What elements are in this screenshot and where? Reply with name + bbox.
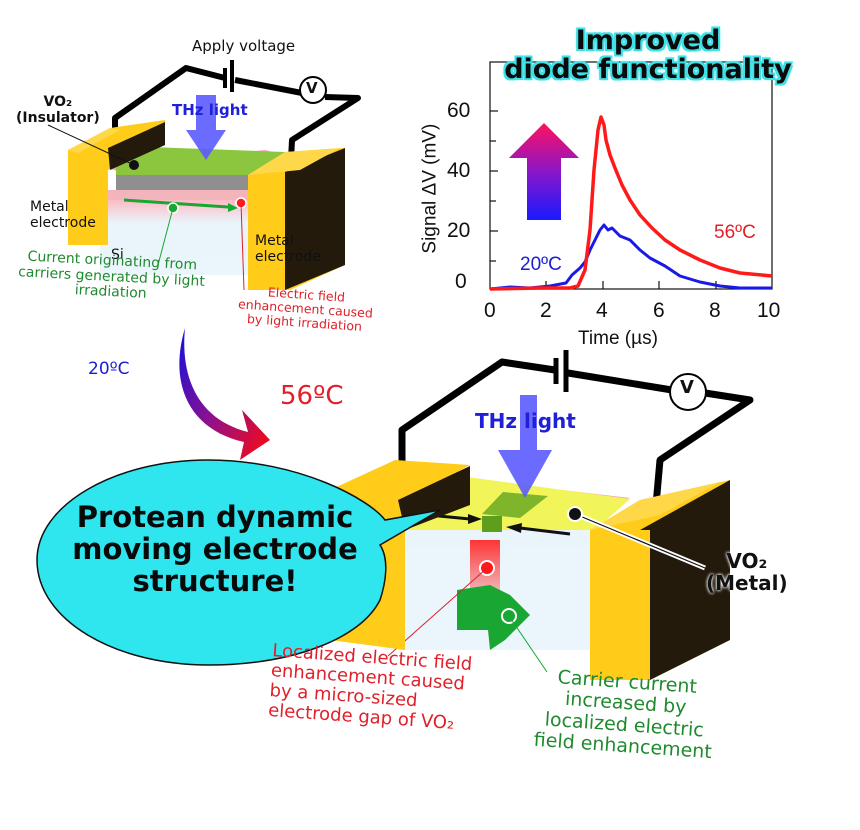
x-tick-10: 10	[757, 299, 781, 322]
x-tick-0: 0	[484, 299, 496, 322]
x-tick-4: 4	[596, 299, 608, 322]
x-tick-8: 8	[709, 299, 721, 322]
y-tick-0: 0	[455, 270, 467, 293]
speech-bubble	[36, 459, 441, 666]
voltmeter-label-bottom: V	[680, 377, 694, 398]
y-tick-40: 40	[447, 159, 471, 182]
x-tick-6: 6	[653, 299, 665, 322]
bubble-text: Protean dynamic moving electrode structu…	[72, 500, 358, 598]
signal-chart	[489, 61, 773, 291]
series-20C	[489, 223, 772, 291]
thz-arrow-top	[186, 95, 226, 160]
thz-arrow-bottom	[498, 395, 552, 498]
localized-field-annotation: Localized electric field enhancement cau…	[267, 640, 473, 735]
carrier-current-annotation: Carrier current increased by localized e…	[533, 666, 713, 763]
series-label-56C: 56ºC	[714, 222, 756, 243]
vo2-metal-label: VO₂ (Metal)	[706, 549, 788, 596]
x-tick-2: 2	[540, 299, 552, 322]
current-annotation: Current originating from carriers genera…	[17, 248, 206, 303]
vo2-insulator-label: VO₂ (Insulator)	[16, 94, 100, 126]
carrier-current-arrow-icon	[457, 585, 530, 650]
transition-arrow-icon	[179, 328, 270, 460]
y-tick-20: 20	[447, 219, 471, 242]
electrode-gap	[482, 492, 548, 518]
bottom-device	[330, 350, 754, 680]
series-56C	[489, 115, 773, 291]
thz-light-label-bottom: THz light	[475, 409, 576, 433]
x-axis-label: Time (µs)	[578, 328, 658, 349]
metal-electrode-right-label: Metal electrode	[255, 233, 321, 265]
temp-high-label: 56ºC	[280, 381, 344, 411]
bottom-circuit-wire	[398, 358, 556, 465]
si-label: Si	[111, 247, 124, 263]
apply-voltage-label: Apply voltage	[192, 37, 296, 55]
chart-title: Improved diode functionality	[504, 25, 792, 86]
voltmeter-icon	[299, 76, 327, 104]
voltmeter-icon-bottom	[669, 373, 707, 411]
top-device	[47, 60, 361, 291]
thz-light-label-top: THz light	[172, 101, 248, 119]
temp-low-label: 20ºC	[88, 359, 130, 379]
series-label-20C: 20ºC	[520, 254, 562, 275]
vo2-insulator-layer	[116, 147, 285, 175]
voltmeter-label: V	[306, 79, 318, 97]
y-axis-label: Signal ΔV (mV)	[419, 123, 441, 254]
increase-arrow-icon	[509, 123, 579, 220]
y-tick-60: 60	[447, 99, 471, 122]
metal-electrode-left-label: Metal electrode	[30, 199, 96, 231]
